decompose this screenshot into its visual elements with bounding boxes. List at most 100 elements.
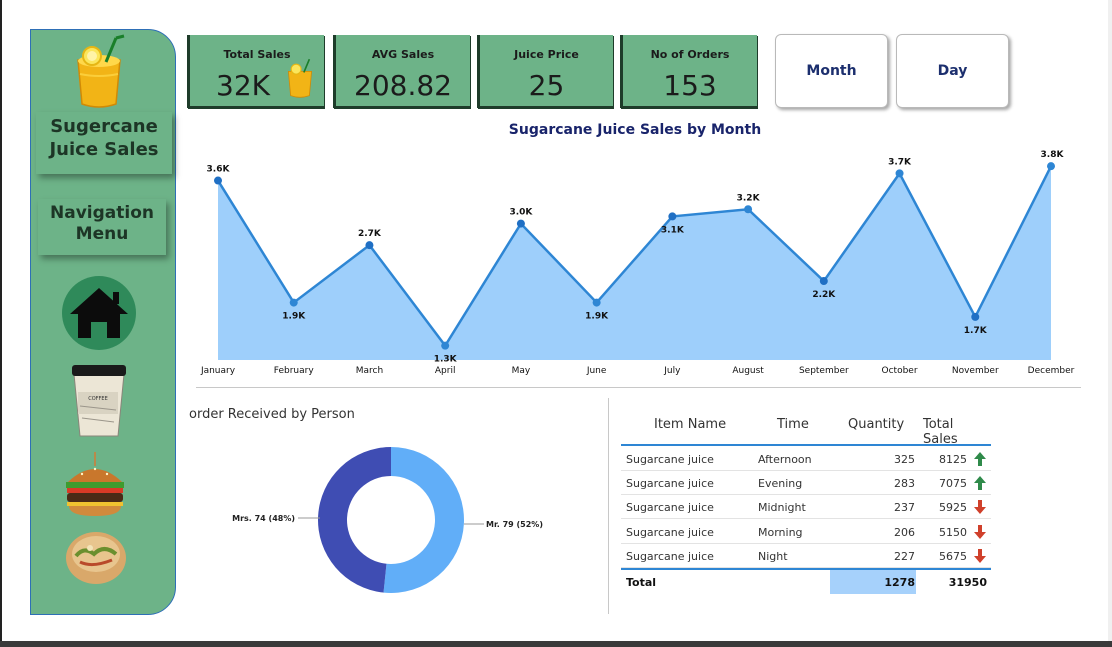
cell-item-name: Sugarcane juice [626,477,714,491]
data-label: 2.7K [358,229,382,239]
cell-quantity: 206 [894,525,915,539]
table-header: Item Name Time Quantity Total Sales [621,412,991,447]
x-axis-tick-label: September [799,366,849,376]
dashboard-title-line2: Juice Sales [49,138,159,160]
cell-total-sales: 5925 [939,501,967,515]
window-bottom-edge [0,641,1112,647]
cell-time: Evening [758,477,803,491]
cell-item-name: Sugarcane juice [626,525,714,539]
data-label: 3.8K [1041,150,1065,160]
kpi-value: 32K [216,69,270,102]
donut-slice[interactable] [383,447,465,593]
navigation-label-line2: Menu [75,224,129,245]
cell-time: Midnight [758,501,806,515]
data-label: 3.2K [737,193,761,203]
home-icon [70,288,128,338]
data-point[interactable] [1047,162,1055,171]
monthly-sales-area-chart: 3.6K January 1.9K February 2.7K March 1.3KApri… [200,150,1075,376]
dashboard-title-box: Sugercane Juice Sales [36,112,172,174]
column-header-total-sales[interactable]: Total Sales [923,417,958,447]
kpi-value: 153 [663,69,717,102]
column-header-quantity[interactable]: Quantity [848,417,905,432]
navigation-label-line1: Navigation [50,203,154,223]
kpi-juice-price: Juice Price 25 [477,35,613,108]
coffee-cup-label: COFFEE [88,396,108,402]
cell-total-sales: 8125 [939,453,967,466]
table-row[interactable]: Sugarcane juice Afternoon 325 8125 [621,447,991,471]
data-label: 1.7K [964,326,988,336]
month-button[interactable]: Month [775,34,888,108]
trend-up-arrow-icon [974,452,986,466]
trend-up-arrow-icon [974,476,986,491]
kpi-avg-sales: AVG Sales 208.82 [333,35,470,108]
x-axis-tick-label: July [663,366,681,376]
data-point[interactable] [971,312,980,321]
data-point[interactable] [744,205,753,214]
cell-total-sales: 5675 [939,549,967,563]
column-header-time[interactable]: Time [777,417,809,432]
home-nav-button[interactable] [62,276,136,350]
sandwich-image[interactable] [64,524,128,586]
sales-area-fill [218,166,1051,360]
window-right-edge [1108,0,1112,647]
juice-glass-icon [77,34,125,108]
total-sales: 31950 [948,576,987,589]
data-point[interactable] [819,277,828,286]
x-axis-tick-label: January [200,366,236,376]
x-axis-tick-label: December [1028,366,1075,376]
dashboard-title-line1: Sugercane [50,116,158,137]
day-button[interactable]: Day [896,34,1009,108]
data-point[interactable] [214,176,222,185]
x-axis-tick-label: August [732,366,764,376]
cell-quantity: 227 [894,549,915,563]
data-label: 3.6K [207,165,231,175]
cell-total-sales: 5150 [939,525,967,539]
navigation-menu-box: Navigation Menu [38,199,166,255]
trend-down-arrow-icon [974,500,986,515]
data-point[interactable] [592,298,601,307]
cell-total-sales: 7075 [939,477,967,491]
data-label: 3.7K [888,157,912,167]
data-point[interactable] [516,219,525,228]
kpi-no-of-orders: No of Orders 153 [620,35,757,108]
x-axis-tick-label: April [435,366,456,376]
cell-quantity: 325 [894,453,915,466]
cell-quantity: 237 [894,501,915,515]
table-row[interactable]: Sugarcane juice Evening 283 7075 [621,471,991,496]
cell-quantity: 283 [894,477,915,491]
section-divider [196,387,1081,388]
table-row[interactable]: Sugarcane juice Morning 206 5150 [621,520,991,544]
x-axis-tick-label: October [882,366,918,376]
kpi-label: Total Sales [223,48,291,61]
orders-by-person-donut-chart: Mrs. 74 (48%) Mr. 79 (52%) [232,447,543,593]
cell-time: Afternoon [758,453,812,466]
data-label: 2.2K [812,290,836,300]
data-point[interactable] [289,298,298,307]
data-label: 3.1K [661,225,685,235]
table-row[interactable]: Sugarcane juice Midnight 237 5925 [621,495,991,520]
x-axis-tick-label: June [586,366,607,376]
trend-down-arrow-icon [974,524,986,539]
table-total-row: Total 1278 31950 [621,568,991,594]
total-quantity: 1278 [884,576,915,589]
total-label: Total [626,576,657,589]
donut-slice-label: Mr. 79 (52%) [486,520,543,529]
data-point[interactable] [365,241,374,250]
kpi-label: AVG Sales [371,48,435,61]
burger-image[interactable] [62,452,128,518]
cell-item-name: Sugarcane juice [626,501,714,515]
cell-time: Night [758,549,788,563]
donut-chart-title: order Received by Person [189,407,355,422]
data-point[interactable] [668,212,677,221]
kpi-label: Juice Price [514,48,579,61]
cell-time: Morning [758,525,803,539]
data-label: 1.3K [434,355,458,365]
coffee-cup-image[interactable]: COFFEE [68,362,130,438]
data-point[interactable] [895,169,904,178]
kpi-total-sales: Total Sales 32K [187,35,324,108]
data-label: 1.9K [282,312,306,322]
table-row[interactable]: Sugarcane juice Night 227 5675 [621,544,991,568]
column-header-item-name[interactable]: Item Name [654,417,727,432]
data-point[interactable] [441,341,450,350]
donut-slice[interactable] [318,447,391,593]
